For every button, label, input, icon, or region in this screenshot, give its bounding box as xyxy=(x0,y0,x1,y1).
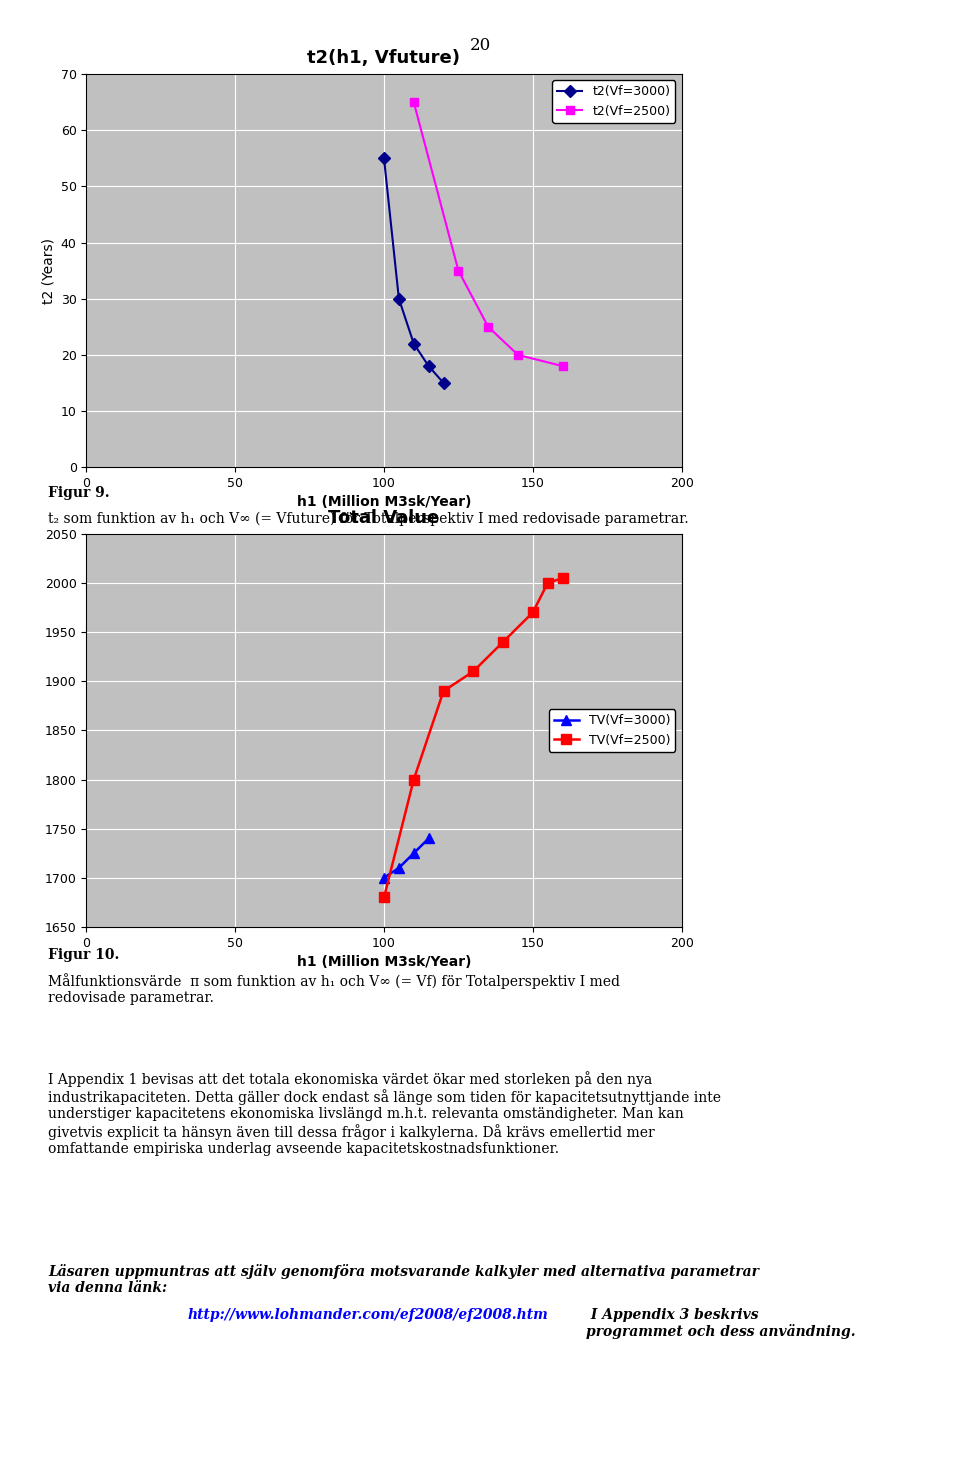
Text: Figur 10.: Figur 10. xyxy=(48,948,119,961)
Legend: t2(Vf=3000), t2(Vf=2500): t2(Vf=3000), t2(Vf=2500) xyxy=(552,80,675,123)
TV(Vf=2500) xyxy=(438,682,449,700)
Title: Total Value: Total Value xyxy=(328,509,440,526)
t2(Vf=3000) xyxy=(408,335,420,353)
TV(Vf=2500) xyxy=(408,771,420,789)
Text: 20: 20 xyxy=(469,37,491,53)
t2(Vf=2500) xyxy=(452,261,464,279)
Line: t2(Vf=3000): t2(Vf=3000) xyxy=(380,154,447,387)
t2(Vf=2500) xyxy=(513,346,524,363)
t2(Vf=3000) xyxy=(438,374,449,392)
Legend: TV(Vf=3000), TV(Vf=2500): TV(Vf=3000), TV(Vf=2500) xyxy=(549,709,675,752)
Text: I Appendix 1 bevisas att det totala ekonomiska värdet ökar med storleken på den : I Appendix 1 bevisas att det totala ekon… xyxy=(48,1071,721,1155)
Text: t₂ som funktion av h₁ och V∞ (= Vfuture) för Totalperspektiv I med redovisade pa: t₂ som funktion av h₁ och V∞ (= Vfuture)… xyxy=(48,512,688,526)
Text: http://www.lohmander.com/ef2008/ef2008.htm: http://www.lohmander.com/ef2008/ef2008.h… xyxy=(187,1308,548,1321)
Title: t2(h1, Vfuture): t2(h1, Vfuture) xyxy=(307,49,461,67)
t2(Vf=2500) xyxy=(408,93,420,111)
TV(Vf=2500) xyxy=(541,574,553,592)
TV(Vf=2500) xyxy=(527,604,539,621)
TV(Vf=3000) xyxy=(408,844,420,862)
TV(Vf=3000) xyxy=(378,869,390,887)
t2(Vf=2500) xyxy=(482,317,493,335)
Line: TV(Vf=2500): TV(Vf=2500) xyxy=(379,574,567,902)
t2(Vf=3000) xyxy=(422,357,434,375)
t2(Vf=3000) xyxy=(378,150,390,168)
TV(Vf=2500) xyxy=(557,569,568,587)
Y-axis label: t2 (Years): t2 (Years) xyxy=(41,237,55,304)
Text: Läsaren uppmuntras att själv genomföra motsvarande kalkyler med alternativa para: Läsaren uppmuntras att själv genomföra m… xyxy=(48,1264,758,1295)
Text: I Appendix 3 beskrivs
programmet och dess användning.: I Appendix 3 beskrivs programmet och des… xyxy=(586,1308,855,1339)
TV(Vf=2500) xyxy=(497,633,509,651)
TV(Vf=3000) xyxy=(393,859,404,876)
X-axis label: h1 (Million M3sk/Year): h1 (Million M3sk/Year) xyxy=(297,495,471,510)
Text: Figur 9.: Figur 9. xyxy=(48,486,109,500)
TV(Vf=3000) xyxy=(422,829,434,847)
t2(Vf=3000) xyxy=(393,289,404,307)
t2(Vf=2500) xyxy=(557,357,568,375)
Line: TV(Vf=3000): TV(Vf=3000) xyxy=(379,833,434,882)
X-axis label: h1 (Million M3sk/Year): h1 (Million M3sk/Year) xyxy=(297,955,471,970)
Line: t2(Vf=2500): t2(Vf=2500) xyxy=(410,98,566,371)
Text: Målfunktionsvärde  π som funktion av h₁ och V∞ (= Vf) för Totalperspektiv I med
: Målfunktionsvärde π som funktion av h₁ o… xyxy=(48,973,620,1005)
TV(Vf=2500) xyxy=(468,663,479,681)
TV(Vf=2500) xyxy=(378,888,390,906)
